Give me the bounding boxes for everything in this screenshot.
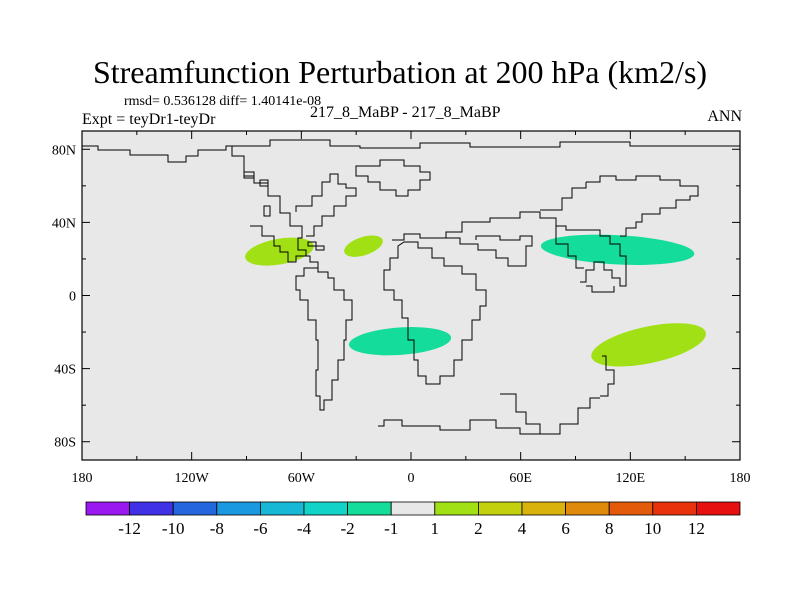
colorbar-swatch: [216, 501, 261, 516]
colorbar-label: 4: [518, 519, 527, 538]
colorbar-swatch: [129, 501, 174, 516]
x-tick-label: 0: [408, 471, 415, 486]
anomaly-layer: [245, 234, 706, 367]
colorbar-swatch: [303, 501, 348, 516]
season-label: ANN: [707, 108, 742, 125]
anomaly-region-5: [591, 323, 706, 367]
colorbar-swatch: [477, 501, 523, 516]
y-tick-label: 40S: [54, 363, 76, 378]
y-tick-label: 0: [69, 290, 76, 305]
colorbar-label: 1: [431, 519, 440, 538]
stats-label: rmsd= 0.536128 diff= 1.40141e-08: [124, 94, 322, 109]
anomaly-region-3: [348, 327, 452, 356]
colorbar-swatch: [390, 501, 436, 516]
coastline: [82, 139, 740, 435]
colorbar-label: -12: [118, 519, 141, 538]
colorbar-label: 6: [561, 519, 570, 538]
anomaly-region-2: [344, 235, 383, 257]
colorbar-label: 10: [644, 519, 661, 538]
x-tick-label: 120W: [175, 471, 210, 486]
y-axis: 80N 40N 0 40S 80S: [52, 143, 740, 451]
x-tick-label: 120E: [616, 471, 646, 486]
colorbar-swatch: [259, 501, 305, 516]
colorbar-label: -10: [162, 519, 185, 538]
colorbar-label: -4: [297, 519, 312, 538]
colorbar-label: 12: [688, 519, 705, 538]
x-tick-label: 60W: [288, 471, 316, 486]
case-label: 217_8_MaBP - 217_8_MaBP: [310, 104, 501, 121]
colorbar-label: 2: [474, 519, 483, 538]
x-tick-label: 60E: [509, 471, 532, 486]
colorbar-swatch: [608, 501, 654, 516]
colorbar-label: -6: [253, 519, 267, 538]
colorbar-swatch: [565, 501, 610, 516]
anomaly-region-4: [540, 234, 695, 265]
colorbar-swatch: [85, 501, 130, 516]
colorbar-swatch: [347, 501, 392, 516]
colorbar-label: -8: [210, 519, 224, 538]
y-tick-label: 80N: [52, 143, 76, 158]
colorbar-swatch: [172, 501, 218, 516]
colorbar-swatch: [434, 501, 479, 516]
colorbar-swatch: [696, 501, 741, 516]
chart-title: Streamfunction Perturbation at 200 hPa (…: [92, 54, 708, 90]
y-tick-label: 40N: [52, 216, 76, 231]
colorbar-swatch: [521, 501, 566, 516]
experiment-label: Expt = teyDr1-teyDr: [82, 111, 216, 128]
anomaly-region-1: [245, 237, 314, 266]
colorbar: -12 -10 -8 -6 -4 -2 -1 1 2 4 6 8 10 12: [85, 501, 741, 538]
colorbar-label: 8: [605, 519, 614, 538]
colorbar-label: -2: [341, 519, 355, 538]
colorbar-label: -1: [384, 519, 398, 538]
y-tick-label: 80S: [54, 436, 76, 451]
x-tick-label: 180: [730, 471, 751, 486]
x-tick-label: 180: [72, 471, 93, 486]
colorbar-swatch: [652, 501, 697, 516]
plot-area: [82, 131, 740, 460]
x-axis: 180 120W 60W 0 60E 120E 180: [72, 131, 751, 486]
